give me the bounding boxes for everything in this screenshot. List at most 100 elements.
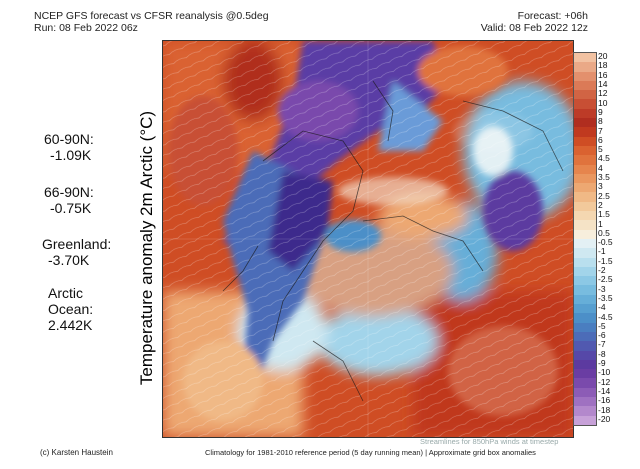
colorbar-cell [574,359,596,370]
streamline-note: Streamlines for 850hPa winds at timestep [420,437,559,446]
colorbar-cell [574,183,596,193]
stat-value: -3.70K [48,252,90,268]
colorbar-cell [574,71,596,81]
stat-arctic-ocean: Arctic Ocean: 2.442K [48,285,93,333]
colorbar-cell [574,350,596,360]
colorbar-tick-label: -10 [598,367,611,378]
colorbar [573,52,597,426]
colorbar-cell [574,80,596,91]
colorbar-cell [574,276,596,286]
colorbar-cell [574,406,596,416]
colorbar-cell [574,155,596,165]
colorbar-cell [574,387,596,397]
colorbar-tick-label: 8 [598,116,603,127]
stat-60-90n: 60-90N: -1.09K [44,131,94,163]
colorbar-cell [574,266,596,277]
colorbar-cell [574,136,596,146]
colorbar-tick-label: -4.5 [598,311,613,322]
colorbar-tick-label: -1 [598,246,606,257]
colorbar-cell [574,322,596,332]
colorbar-tick-label: -2 [598,265,606,276]
colorbar-tick-label: -3.5 [598,292,613,303]
colorbar-cell [574,396,596,407]
colorbar-tick-label: -20 [598,413,611,424]
header-right: Forecast: +06h Valid: 08 Feb 2022 12z [481,10,588,34]
colorbar-tick-label: 6 [598,134,603,145]
colorbar-tick-label: -3 [598,283,606,294]
colorbar-tick-label: -0.5 [598,237,613,248]
colorbar-cell [574,118,596,128]
colorbar-tick-label: 3.5 [598,172,610,183]
stat-66-90n: 66-90N: -0.75K [44,184,94,216]
colorbar-cell [574,108,596,119]
colorbar-tick-label: 4.5 [598,153,610,164]
colorbar-cell [574,285,596,295]
colorbar-tick-label: -1.5 [598,255,613,266]
colorbar-cell [574,127,596,137]
colorbar-cell [574,313,596,323]
colorbar-tick-label: -7 [598,339,606,350]
colorbar-tick-label: -18 [598,404,611,415]
stat-value: -0.75K [50,200,92,216]
colorbar-tick-label: -2.5 [598,274,613,285]
climatology-note: Climatology for 1981-2010 reference peri… [205,448,536,457]
colorbar-cell [574,248,596,258]
colorbar-tick-label: 4 [598,162,603,173]
colorbar-tick-label: -12 [598,376,611,387]
colorbar-tick-label: 1.5 [598,209,610,220]
colorbar-cell [574,211,596,221]
stat-greenland: Greenland: -3.70K [42,236,111,268]
colorbar-tick-label: -16 [598,395,611,406]
colorbar-cell [574,220,596,230]
stat-value: 2.442K [48,317,93,333]
stat-label: 66-90N: [44,184,94,200]
colorbar-tick-label: 9 [598,106,603,117]
colorbar-cell [574,192,596,202]
run-time: Run: 08 Feb 2022 06z [34,22,138,34]
colorbar-tick-label: 12 [598,88,608,99]
colorbar-tick-label: 2.5 [598,190,610,201]
colorbar-cell [574,201,596,212]
stat-label: 60-90N: [44,131,94,147]
axis-label: Temperature anomaly 2m Arctic (°C) [137,110,156,386]
colorbar-tick-label: 5 [598,144,603,155]
colorbar-cell [574,90,596,100]
valid-time: Valid: 08 Feb 2022 12z [480,22,588,34]
credit-text: (c) Karsten Haustein [40,448,113,457]
colorbar-tick-label: 20 [598,51,608,62]
colorbar-tick-label: 2 [598,199,603,210]
colorbar-tick-label: 16 [598,69,608,80]
colorbar-tick-label: -14 [598,385,611,396]
colorbar-tick-label: 18 [598,60,608,71]
colorbar-cell [574,378,596,388]
colorbar-tick-label: -4 [598,302,606,313]
colorbar-tick-label: 10 [598,97,608,108]
colorbar-cell [574,415,596,425]
stat-value: -1.09K [50,147,92,163]
colorbar-cell [574,294,596,305]
colorbar-tick-label: 0.5 [598,227,610,238]
colorbar-tick-label: 1 [598,218,603,229]
stat-label: Greenland: [42,236,112,252]
stat-label: Arctic [48,285,83,301]
colorbar-cell [574,53,596,63]
colorbar-tick-label: 3 [598,181,603,192]
forecast-step: Forecast: +06h [517,10,588,22]
colorbar-cell [574,341,596,351]
colorbar-tick-label: -5 [598,320,606,331]
colorbar-cell [574,62,596,72]
colorbar-cell [574,99,596,109]
colorbar-tick-label: 14 [598,79,608,90]
colorbar-tick-label: -8 [598,348,606,359]
colorbar-cell [574,164,596,174]
colorbar-cell [574,173,596,184]
anomaly-map [162,40,574,438]
anomaly-map-graphic [163,41,573,437]
colorbar-cell [574,257,596,267]
header-left: NCEP GFS forecast vs CFSR reanalysis @0.… [34,10,269,34]
colorbar-cell [574,145,596,156]
colorbar-cell [574,331,596,342]
colorbar-cell [574,238,596,249]
stat-label: Ocean: [48,301,94,317]
colorbar-tick-label: -6 [598,330,606,341]
